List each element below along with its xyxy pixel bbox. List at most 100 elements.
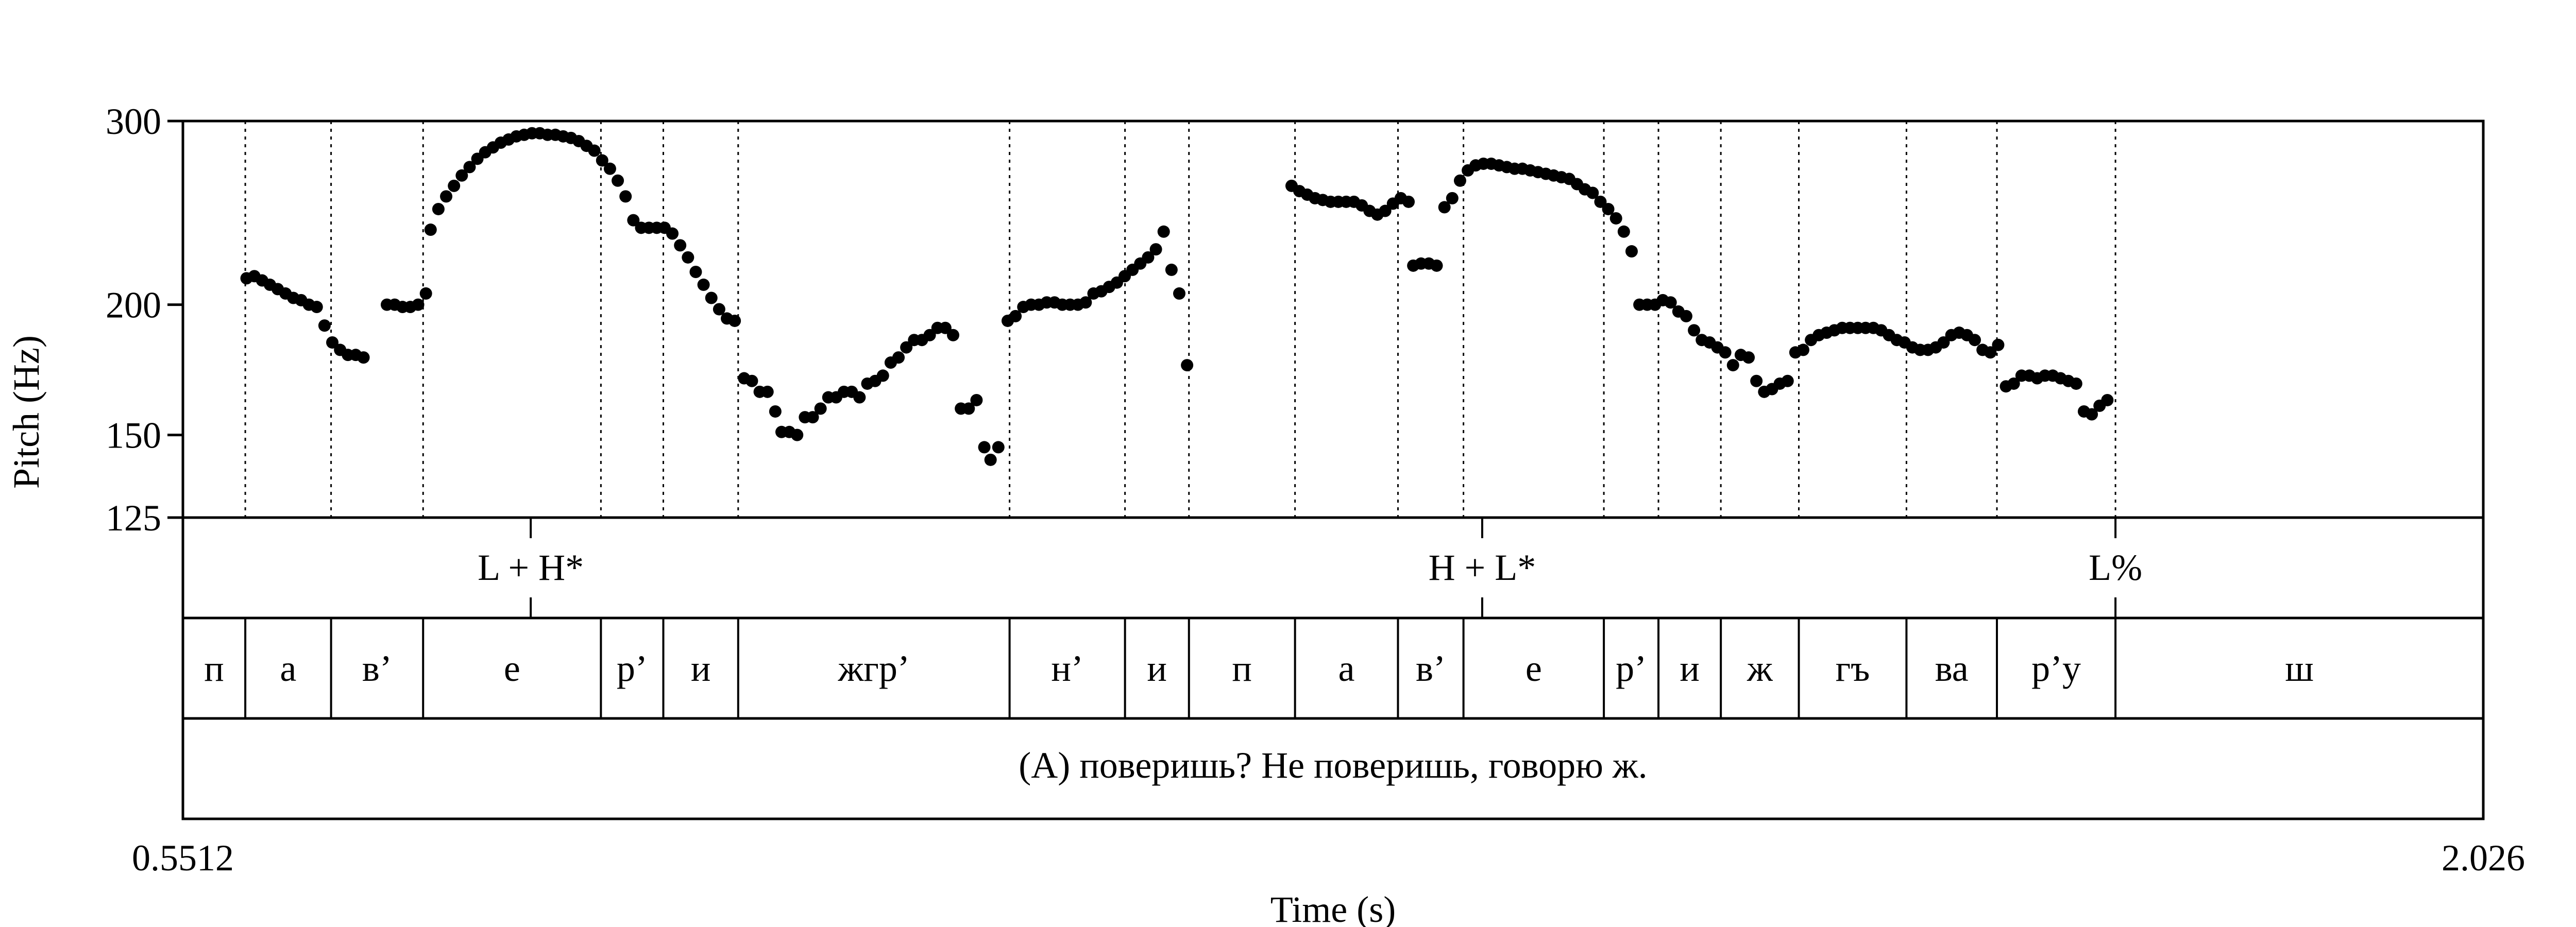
segment-label: е [504,648,520,689]
pitch-point [769,405,782,418]
tone-label: L + H* [478,547,584,588]
x-tick-label-start: 0.5512 [132,837,234,879]
pitch-point [2007,377,2020,390]
pitch-point [892,351,905,364]
segment-label: в’ [1416,648,1446,689]
pitch-point [939,321,952,334]
y-axis: 125 150 200 300 [106,101,183,539]
tone-label: H + L* [1429,547,1536,588]
segment-label: ш [2285,648,2313,689]
pitch-point [984,453,997,466]
segment-label: и [691,648,711,689]
pitch-point [1594,195,1607,208]
segment-tier: п а в’ е р’ и жгр’ н’ и п а в’ е р’ и ж гъ ва р’у ш [204,618,2314,718]
pitch-point [1984,346,1997,359]
sentence-label: (А) поверишь? Не поверишь, говорю ж. [1019,745,1647,786]
segment-label: р’ [617,648,648,689]
pitch-point [697,278,710,291]
pitch-point [666,227,679,240]
pitch-point [448,179,461,192]
y-axis-label: Pitch (Hz) [6,335,47,489]
pitch-point [1937,336,1950,349]
segment-tier-frame [181,616,2485,720]
pitch-point [326,336,339,349]
pitch-point [674,239,687,252]
pitch-point [1438,201,1451,214]
pitch-point [1157,225,1170,238]
segment-label: в’ [362,648,392,689]
pitch-point [357,351,370,364]
sentence-tier-frame [181,717,2485,820]
pitch-point [2101,393,2114,406]
pitch-point [1009,310,1022,322]
pitch-point [1173,287,1185,300]
pitch-point [2086,408,2098,421]
pitch-point [612,174,624,187]
pitch-point [603,162,616,175]
pitch-point [432,202,445,215]
pitch-point [745,374,758,387]
segment-label: жгр’ [838,648,910,689]
pitch-point [1609,212,1622,225]
segment-label: ж [1747,648,1773,689]
pitch-point [728,314,741,327]
pitch-point [1446,192,1459,204]
segment-label: р’у [2031,648,2081,689]
segment-label: р’ [1616,648,1647,689]
pitch-point [1430,259,1443,272]
plot-frame [181,119,2485,519]
segment-label: гъ [1836,648,1870,689]
pitch-point [1969,334,1981,347]
pitch-point [992,441,1005,454]
pitch-point [440,190,453,203]
segment-label: н’ [1051,648,1083,689]
x-axis: 0.5512 2.026 Time (s) [132,837,2525,927]
pitch-point [1688,324,1701,337]
pitch-point [876,369,889,382]
tone-label: L% [2089,547,2142,588]
pitch-point [1781,374,1794,387]
pitch-point [806,411,819,424]
pitch-point [1181,359,1194,372]
segment-label: ва [1935,648,1969,689]
pitch-plot-panel: 125 150 200 300 [106,101,2485,539]
pitch-point [1680,310,1692,322]
pitch-point [978,441,991,454]
pitch-point [689,266,702,279]
pitch-point [1453,174,1466,187]
x-tick-label-end: 2.026 [2442,837,2525,879]
tone-tier: L + H* H + L* L% [478,518,2142,618]
pitch-point [1742,351,1755,364]
pitch-point [713,303,725,316]
pitch-point [463,161,476,174]
pitch-point [1625,245,1638,258]
pitch-point [1797,344,1809,356]
segment-boundary-lines [244,121,2116,518]
y-tick-label: 150 [106,415,161,456]
pitch-point [1602,202,1615,215]
pitch-point [596,154,608,167]
pitch-point [962,402,975,415]
pitch-point [2070,377,2082,390]
pitch-point [814,402,827,415]
pitch-point [900,341,913,354]
pitch-point [1750,374,1763,387]
pitch-point [761,385,774,398]
pitch-point [853,391,866,404]
pitch-point [412,298,425,311]
x-axis-label: Time (s) [1270,889,1396,927]
pitch-point [310,301,323,314]
y-tick-label: 125 [106,497,161,539]
y-tick-label: 300 [106,101,161,142]
segment-label: п [204,648,224,689]
pitch-point [1402,195,1415,208]
y-tick-label: 200 [106,285,161,326]
pitch-point [627,214,640,227]
segment-label: а [1338,648,1355,689]
pitch-point [1617,225,1630,238]
segment-label: и [1680,648,1700,689]
segment-label: е [1526,648,1542,689]
pitch-point [1992,338,2005,351]
pitch-point [1379,204,1392,217]
segment-label: а [280,648,296,689]
